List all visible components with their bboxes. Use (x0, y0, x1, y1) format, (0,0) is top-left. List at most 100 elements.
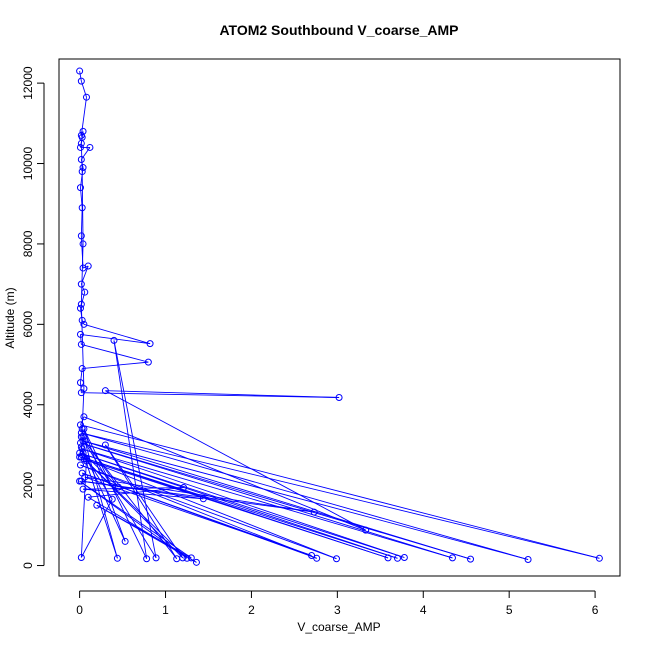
y-tick-label: 4000 (21, 391, 35, 418)
data-point (332, 555, 340, 563)
series-segment (81, 320, 85, 325)
series-segment (105, 390, 366, 531)
series-segment (79, 452, 398, 559)
data-point (82, 93, 90, 101)
y-tick-label: 2000 (21, 471, 35, 498)
series-segment (83, 428, 148, 559)
y-tick-label: 0 (21, 562, 35, 569)
data-point (78, 316, 86, 324)
y-tick-label: 10000 (21, 147, 35, 181)
series-segment (80, 499, 113, 558)
data-point (101, 441, 109, 449)
data-point (143, 555, 151, 563)
data-point (121, 537, 129, 545)
series-segment (82, 452, 113, 500)
data-point (384, 554, 392, 562)
data-point (524, 556, 532, 564)
series-segment (80, 333, 151, 345)
data-point (77, 139, 85, 147)
series-segment (82, 440, 529, 560)
series-segment (80, 442, 453, 559)
x-tick-label: 3 (334, 603, 341, 617)
series-segment (83, 428, 126, 542)
data-point (78, 365, 86, 373)
y-tick-label: 6000 (21, 311, 35, 338)
series-segment (80, 243, 84, 305)
data-point (76, 379, 84, 387)
series-lines (79, 70, 600, 563)
data-point (113, 554, 121, 562)
series-segment (82, 448, 405, 558)
series-segment (83, 488, 204, 500)
data-point (310, 508, 318, 516)
series-segment (80, 464, 337, 560)
data-point (79, 240, 87, 248)
series-segment (84, 476, 315, 513)
data-point (76, 67, 84, 75)
data-point (77, 340, 85, 348)
data-point (76, 304, 84, 312)
data-point (77, 280, 85, 288)
data-point (400, 554, 408, 562)
data-point (595, 554, 603, 562)
data-point (76, 461, 84, 469)
series-segment (81, 344, 149, 363)
series-segment (83, 323, 151, 345)
series-segment (113, 340, 157, 558)
data-point (76, 477, 84, 485)
y-tick-label: 12000 (21, 66, 35, 100)
series-segment (81, 432, 529, 560)
data-point (308, 551, 316, 559)
series-segment (81, 480, 204, 500)
series-segment (113, 340, 148, 559)
series-segment (80, 131, 84, 144)
data-point (81, 473, 89, 481)
series-segment (80, 143, 83, 172)
data-point (101, 387, 109, 395)
series-segment (81, 171, 84, 244)
data-point (192, 558, 200, 566)
x-axis: 0 1 2 3 4 5 6 (76, 590, 599, 617)
series-segment (83, 458, 389, 559)
data-point (80, 385, 88, 393)
x-tick-label: 2 (248, 603, 255, 617)
y-axis-label: Altitude (m) (3, 287, 17, 348)
y-tick-label: 8000 (21, 230, 35, 257)
data-point (79, 485, 87, 493)
series-segment (80, 334, 82, 345)
data-point (76, 143, 84, 151)
chart-title: ATOM2 Southbound V_coarse_AMP (219, 22, 458, 38)
data-point (79, 433, 87, 441)
series-segment (80, 458, 87, 558)
data-point (362, 526, 370, 534)
series-segment (84, 440, 119, 488)
data-point (80, 413, 88, 421)
series-points (76, 67, 603, 566)
data-point (86, 143, 94, 151)
series-segment (86, 460, 188, 559)
data-point (77, 156, 85, 164)
x-axis-label: V_coarse_AMP (297, 620, 380, 634)
series-segment (105, 444, 184, 559)
data-point (78, 204, 86, 212)
data-point (79, 127, 87, 135)
series-segment (80, 424, 600, 559)
data-point (79, 164, 87, 172)
series-segment (83, 487, 184, 490)
data-point (187, 554, 195, 562)
series-segment (105, 390, 340, 398)
data-point (152, 554, 160, 562)
series-segment (81, 432, 600, 559)
data-point (93, 501, 101, 509)
data-point (114, 483, 122, 491)
data-point (84, 262, 92, 270)
series-segment (80, 368, 83, 383)
data-point (183, 554, 191, 562)
x-tick-label: 6 (592, 603, 599, 617)
series-segment (83, 458, 337, 560)
data-point (82, 455, 90, 463)
series-segment (80, 442, 471, 560)
data-point (467, 555, 475, 563)
data-point (180, 484, 188, 492)
data-point (81, 437, 89, 445)
